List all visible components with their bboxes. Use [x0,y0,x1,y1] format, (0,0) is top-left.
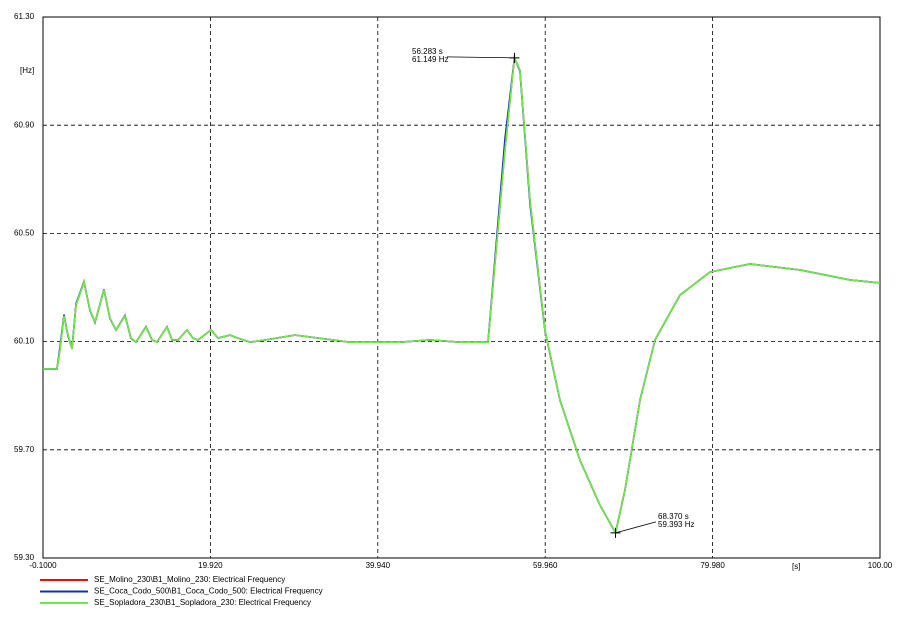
annotation-x: 56.283 s [412,47,443,56]
series-line [43,54,881,536]
annotation-leader [615,521,657,534]
y-tick-label: 61.30 [14,12,35,21]
annotation-y: 61.149 Hz [412,55,448,64]
annotation-x: 68.370 s [658,512,689,521]
y-tick-label: 60.90 [14,120,35,129]
y-tick-label: 60.10 [14,337,35,346]
x-tick-label: 79.980 [700,561,725,570]
x-tick-label: 39.940 [366,561,391,570]
annotation-cross [610,527,621,538]
series-line [43,54,881,536]
annotation-y: 59.393 Hz [658,520,694,529]
series-line [43,54,881,536]
y-tick-label: 60.50 [14,229,35,238]
legend-label: SE_Sopladora_230\B1_Sopladora_230: Elect… [94,598,311,607]
x-tick-label: 19.920 [198,561,223,570]
legend-label: SE_Molino_230\B1_Molino_230: Electrical … [94,575,285,584]
annotation-leader [446,56,515,59]
x-axis-label: [s] [792,562,800,571]
y-axis-label: [Hz] [20,66,34,75]
x-tick-label: 59.960 [533,561,558,570]
legend-label: SE_Coca_Codo_500\B1_Coca_Codo_500: Elect… [94,587,323,596]
x-tick-label: -0.1000 [29,561,57,570]
plot-frame [42,16,881,559]
y-tick-label: 59.70 [14,445,35,454]
x-tick-label: 100.00 [868,561,893,570]
annotation-cross [509,52,520,63]
y-tick-label: 59.30 [14,553,35,562]
